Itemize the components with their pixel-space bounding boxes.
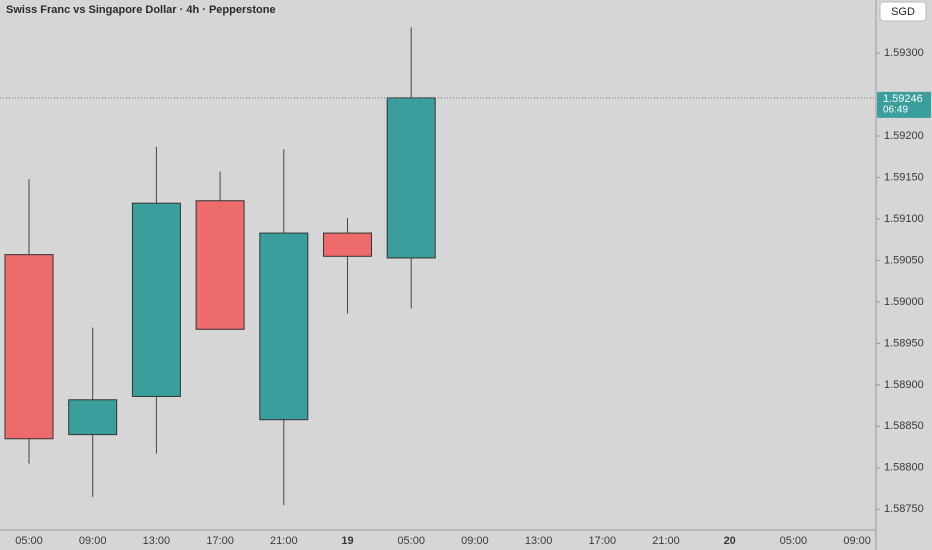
candle-body [4,254,54,440]
candle-body [259,232,309,421]
x-tick-label: 09:00 [843,535,871,547]
x-tick-label: 20 [724,535,736,547]
y-tick-label: 1.59300 [884,47,924,59]
x-tick-label: 05:00 [15,535,43,547]
x-tick-label: 21:00 [652,535,680,547]
y-tick-label: 1.58950 [884,337,924,349]
y-tick-label: 1.59100 [884,213,924,225]
candle-body [323,232,372,257]
y-tick-label: 1.58900 [884,379,924,391]
candle-body [68,399,118,436]
y-tick-label: 1.58850 [884,420,924,432]
x-tick-label: 09:00 [461,535,489,547]
x-tick-label: 17:00 [589,535,617,547]
y-tick-label: 1.58800 [884,462,924,474]
last-price-badge [877,91,931,118]
x-tick-label: 21:00 [270,535,298,547]
x-tick-label: 05:00 [780,535,808,547]
x-tick-label: 05:00 [397,535,425,547]
countdown-label: 06:49 [883,105,908,116]
x-tick-label: 13:00 [143,535,171,547]
y-tick-label: 1.59050 [884,254,924,266]
currency-button[interactable] [879,1,927,22]
y-tick-label: 1.59200 [884,130,924,142]
candle-body [386,97,436,259]
x-tick-label: 09:00 [79,535,107,547]
y-tick-label: 1.58750 [884,503,924,515]
x-tick-label: 19 [341,535,353,547]
currency-label: SGD [891,6,915,18]
chart-title: Swiss Franc vs Singapore Dollar · 4h · P… [6,4,276,16]
y-tick-label: 1.59150 [884,171,924,183]
x-tick-label: 13:00 [525,535,553,547]
last-price-label: 1.59246 [883,93,923,105]
candle-body [131,202,181,397]
x-tick-label: 17:00 [206,535,234,547]
candle-body [195,200,245,330]
y-tick-label: 1.59000 [884,296,924,308]
